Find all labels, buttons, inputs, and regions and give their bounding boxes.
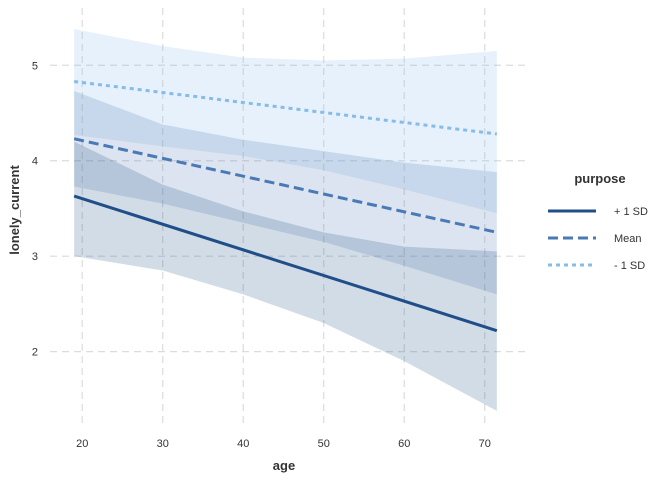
legend-label: + 1 SD xyxy=(614,206,648,218)
ci-band xyxy=(74,141,497,411)
ci-band xyxy=(74,29,497,214)
y-tick-label: 3 xyxy=(32,251,38,263)
x-tick-label: 50 xyxy=(318,438,330,450)
series-lines xyxy=(73,80,498,333)
y-tick-label: 4 xyxy=(32,156,38,168)
series-line xyxy=(73,137,498,234)
series-line xyxy=(73,194,498,333)
series-line xyxy=(73,80,498,136)
x-axis-title: age xyxy=(273,458,295,473)
legend-label: Mean xyxy=(614,233,642,245)
x-tick-label: 40 xyxy=(237,438,249,450)
legend-label: - 1 SD xyxy=(614,260,645,272)
y-axis-ticks: 2 3 4 5 xyxy=(32,60,38,358)
ci-band xyxy=(74,91,497,295)
grid xyxy=(50,8,525,428)
y-tick-label: 5 xyxy=(32,60,38,72)
x-tick-label: 60 xyxy=(398,438,410,450)
legend: purpose + 1 SD Mean - 1 SD xyxy=(548,171,648,272)
x-axis-ticks: 20 30 40 50 60 70 xyxy=(76,438,491,450)
legend-title: purpose xyxy=(574,171,625,186)
y-tick-label: 2 xyxy=(32,347,38,359)
x-tick-label: 70 xyxy=(479,438,491,450)
x-tick-label: 20 xyxy=(76,438,88,450)
confidence-bands xyxy=(74,29,497,411)
y-axis-title: lonely_current xyxy=(7,165,22,255)
x-tick-label: 30 xyxy=(157,438,169,450)
legend-items: + 1 SD Mean - 1 SD xyxy=(548,206,648,272)
